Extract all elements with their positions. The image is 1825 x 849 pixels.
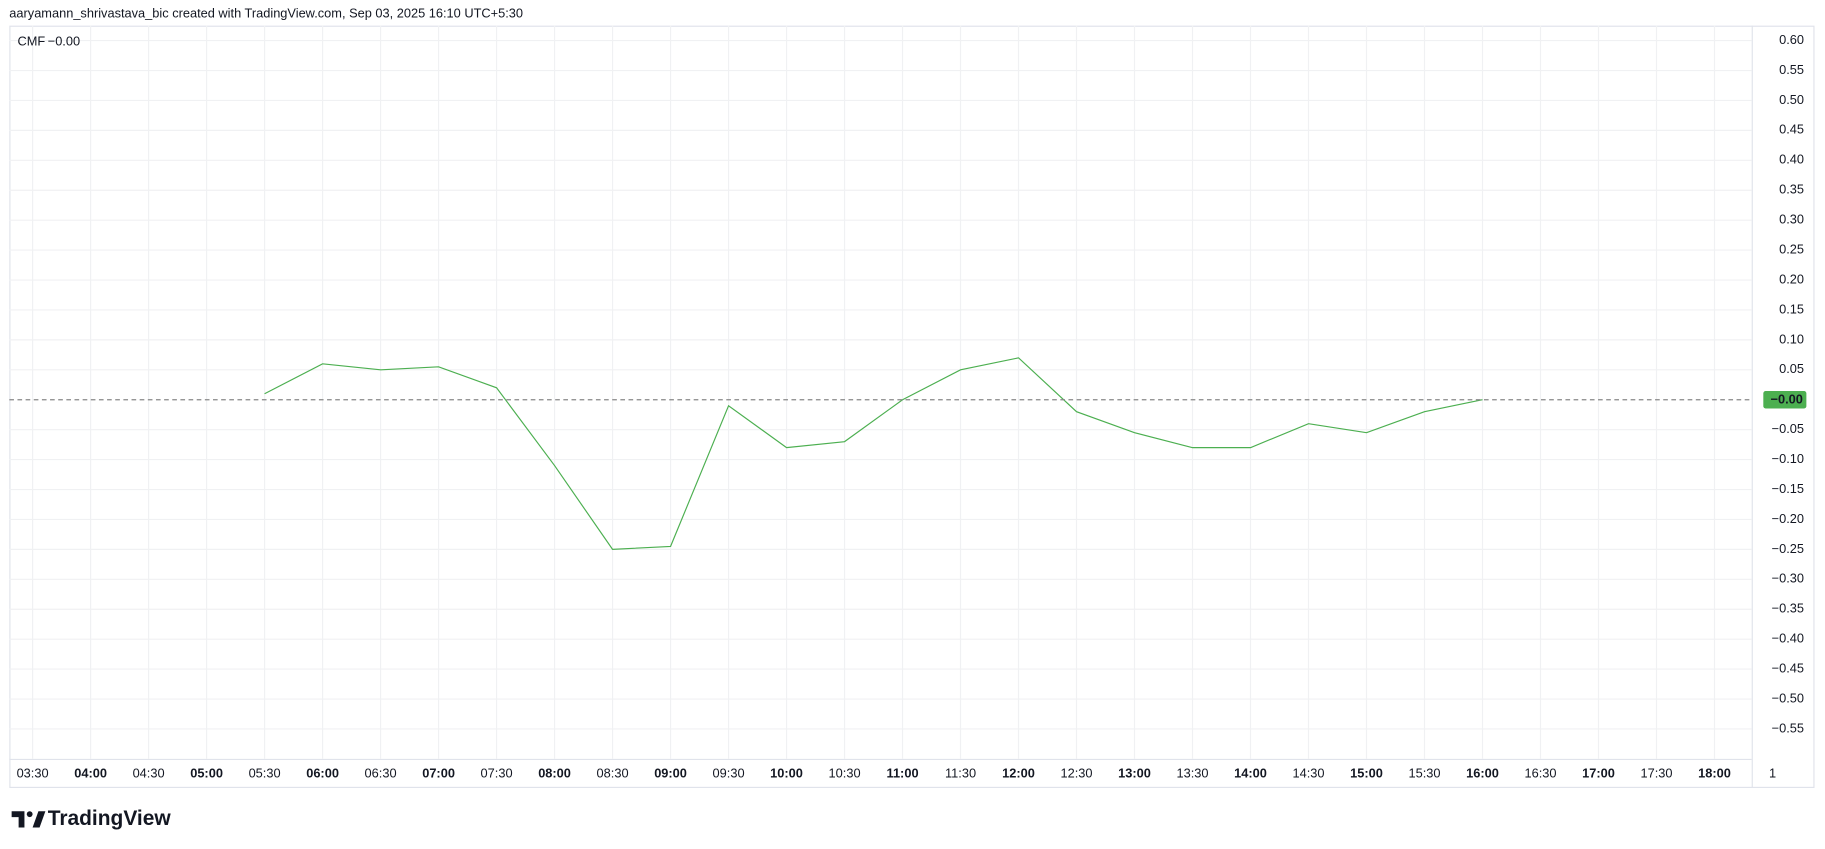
x-tick-label: 10:00 — [770, 765, 803, 780]
y-tick-label: 0.25 — [1779, 241, 1804, 256]
x-tick-label: 10:30 — [829, 765, 861, 780]
x-tick-label: 15:30 — [1409, 765, 1441, 780]
x-tick-label: 08:30 — [597, 765, 629, 780]
x-tick-label: 09:00 — [654, 765, 687, 780]
y-tick-label: −0.50 — [1772, 690, 1804, 705]
last-value-label: −0.00 — [1770, 392, 1802, 407]
grid — [9, 25, 1752, 759]
y-tick-label: 0.40 — [1779, 152, 1804, 167]
y-tick-label: −0.35 — [1772, 601, 1804, 616]
x-tick-label: 05:00 — [190, 765, 223, 780]
y-tick-label: −0.45 — [1772, 660, 1804, 675]
x-tick-label: 15:00 — [1350, 765, 1383, 780]
y-tick-label: 0.50 — [1779, 92, 1804, 107]
x-tick-label: 14:30 — [1293, 765, 1325, 780]
y-tick-label: 0.05 — [1779, 361, 1804, 376]
x-tick-label: 16:00 — [1466, 765, 1499, 780]
y-tick-label: 0.30 — [1779, 212, 1804, 227]
x-tick-label: 17:30 — [1640, 765, 1672, 780]
x-tick-label: 17:00 — [1582, 765, 1615, 780]
y-tick-label: −0.30 — [1772, 571, 1804, 586]
x-tick-label: 12:30 — [1061, 765, 1093, 780]
x-tick-label: 03:30 — [17, 765, 49, 780]
brand: TradingView — [48, 807, 172, 830]
x-tick-label: 07:30 — [481, 765, 513, 780]
y-tick-label: −0.25 — [1772, 541, 1804, 556]
x-tick-label: 13:00 — [1118, 765, 1151, 780]
y-tick-label: 0.35 — [1779, 182, 1804, 197]
y-tick-label: −0.40 — [1772, 631, 1804, 646]
y-tick-label: 0.20 — [1779, 271, 1804, 286]
x-tick-label: 04:00 — [74, 765, 107, 780]
y-tick-label: −0.05 — [1772, 421, 1804, 436]
y-tick-label: −0.15 — [1772, 481, 1804, 496]
y-tick-label: −0.10 — [1772, 451, 1804, 466]
x-tick-label: 16:30 — [1525, 765, 1557, 780]
x-tick-label: 1 — [1769, 765, 1776, 780]
chart-frame — [9, 25, 1815, 788]
x-tick-label: 06:30 — [365, 765, 397, 780]
legend-name: CMF — [17, 33, 45, 48]
line — [264, 357, 1483, 550]
x-tick-label: 06:00 — [306, 765, 339, 780]
y-tick-label: 0.60 — [1779, 32, 1804, 47]
y-tick-label: 0.15 — [1779, 301, 1804, 316]
x-tick-label: 12:00 — [1002, 765, 1035, 780]
header: aaryamann_shrivastava_bic created with T… — [9, 5, 523, 20]
x-tick-label: 14:00 — [1234, 765, 1267, 780]
legend-value: −0.00 — [48, 33, 80, 48]
y-tick-label: 0.10 — [1779, 331, 1804, 346]
y-tick-label: −0.20 — [1772, 511, 1804, 526]
x-tick-label: 11:30 — [945, 765, 976, 780]
plot — [9, 357, 1752, 550]
brand-logo — [11, 811, 46, 828]
x-tick-label: 07:00 — [422, 765, 455, 780]
y-tick-label: 0.45 — [1779, 122, 1804, 137]
x-tick-label: 05:30 — [249, 765, 281, 780]
x-tick-label: 11:00 — [887, 765, 919, 780]
last-value-badge — [1763, 391, 1807, 409]
y-tick-label: 0.55 — [1779, 62, 1804, 77]
x-tick-label: 09:30 — [713, 765, 745, 780]
x-tick-label: 04:30 — [133, 765, 165, 780]
x-tick-label: 08:00 — [538, 765, 571, 780]
x-tick-label: 13:30 — [1177, 765, 1209, 780]
y-tick-label: −0.55 — [1772, 720, 1804, 735]
x-tick-label: 18:00 — [1698, 765, 1731, 780]
